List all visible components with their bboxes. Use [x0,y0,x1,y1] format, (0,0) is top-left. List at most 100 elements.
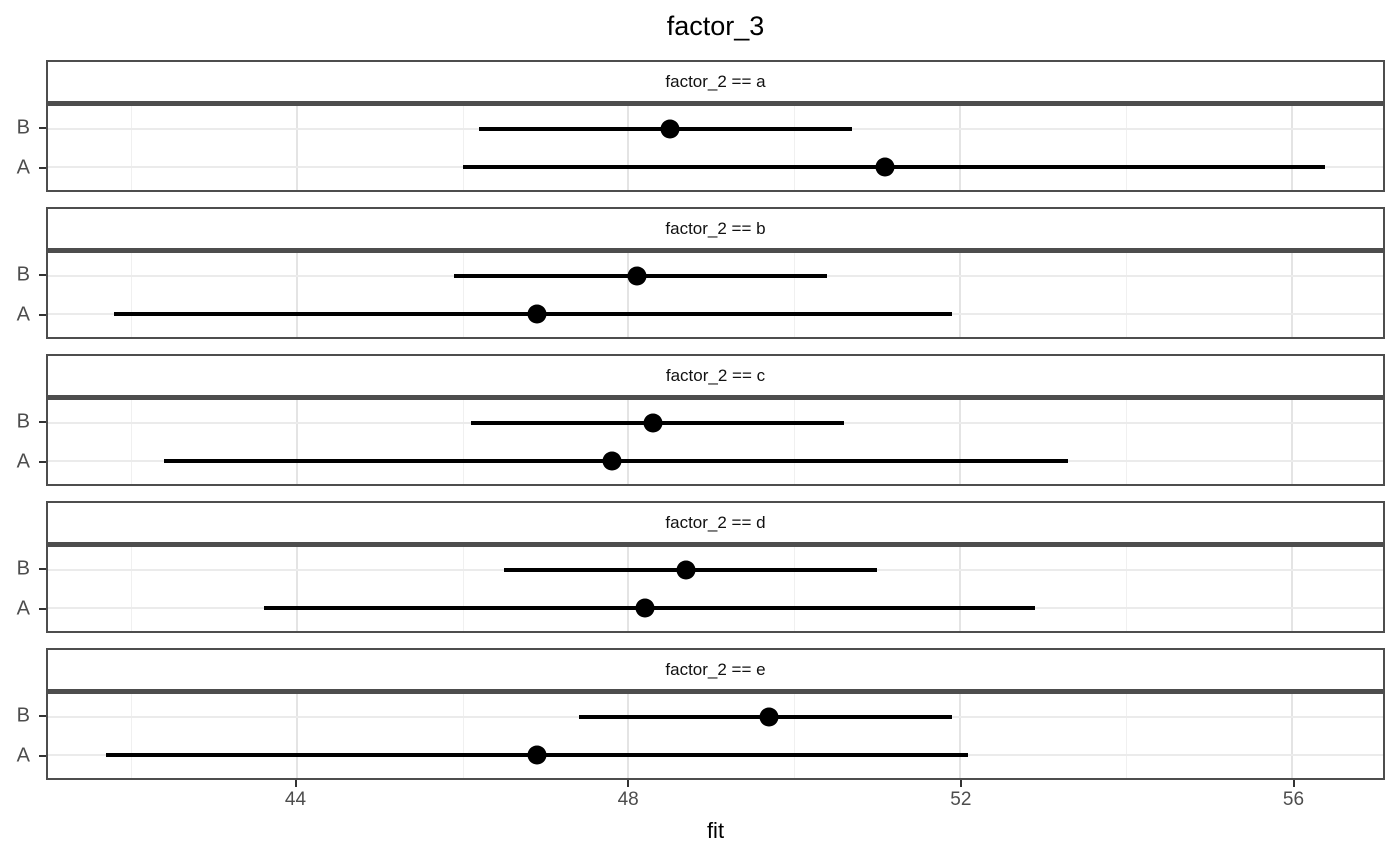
chart-title: factor_3 [666,11,765,41]
gridline-minor-vertical [1125,400,1127,484]
gridline-minor-vertical [462,400,464,484]
gridline-major-vertical [1290,547,1293,631]
gridline-major-vertical [295,253,298,337]
y-axis-label: B [16,263,30,286]
gridline-major-vertical [627,253,630,337]
gridline-major-vertical [295,106,298,190]
y-axis-label: B [16,704,30,727]
strip-gutter [0,60,46,104]
y-axis-label: A [16,597,30,620]
gridline-minor-vertical [1125,253,1127,337]
gridline-minor-vertical [794,547,796,631]
facet-strip-label: factor_2 == c [665,365,766,385]
y-axis-label: A [16,450,30,473]
gridline-minor-vertical [794,400,796,484]
gridline-major-vertical [295,694,298,778]
gridline-major-vertical [1290,106,1293,190]
point-estimate [527,304,547,324]
facet-strip-label: factor_2 == e [665,659,766,679]
gridline-minor-vertical [1125,694,1127,778]
x-axis-tick-mark [627,780,630,787]
x-axis-tick-label: 44 [284,789,307,810]
facet-strip: factor_2 == b [46,207,1385,251]
gridline-major-vertical [295,547,298,631]
gridline-minor-vertical [1125,547,1127,631]
x-axis-tick-mark [1292,780,1295,787]
y-axis-label: A [16,156,30,179]
gridline-major-vertical [959,106,962,190]
strip-gutter [0,207,46,251]
y-axis-tick-mark [39,715,46,718]
x-axis-tick-label: 56 [1282,789,1305,810]
gridline-minor-vertical [130,547,132,631]
point-estimate [627,266,647,286]
facet-strip-label: factor_2 == d [665,512,766,532]
gridline-major-vertical [627,400,630,484]
y-axis-label: A [16,303,30,326]
plot-panel [46,692,1385,780]
x-axis-ticks: 44 48 52 56 [46,780,1385,816]
y-axis-tick-mark [39,274,46,277]
y-axis-label: B [16,116,30,139]
y-axis-label: A [16,744,30,767]
point-estimate [759,707,779,727]
y-axis-label: B [16,557,30,580]
gridline-major-vertical [959,253,962,337]
gridline-major-vertical [627,106,630,190]
y-axis-tick-mark [39,568,46,571]
facet-strip: factor_2 == d [46,501,1385,545]
point-estimate [635,598,655,618]
gridline-major-vertical [1290,694,1293,778]
gridline-minor-vertical [794,694,796,778]
gridline-minor-vertical [462,106,464,190]
y-axis-tick-mark [39,166,46,169]
strip-gutter [0,501,46,545]
facet-strip-label: factor_2 == a [665,71,766,91]
gridline-minor-vertical [794,106,796,190]
y-axis-tick-mark [39,421,46,424]
facet-strip: factor_2 == c [46,354,1385,398]
point-estimate [527,745,547,765]
plot-panel [46,398,1385,486]
gridline-major-vertical [295,400,298,484]
gridline-major-vertical [959,694,962,778]
facet-strip: factor_2 == a [46,60,1385,104]
y-axis-tick-mark [39,313,46,316]
gridline-minor-vertical [130,106,132,190]
gridline-minor-vertical [462,547,464,631]
gridline-major-vertical [627,694,630,778]
strip-gutter [0,354,46,398]
strip-gutter [0,648,46,692]
gridline-minor-vertical [794,253,796,337]
x-axis-title: fit [706,818,725,843]
plot-panel [46,251,1385,339]
y-axis-tick-mark [39,460,46,463]
plot-panel [46,104,1385,192]
point-estimate [676,560,696,580]
x-axis-tick-label: 48 [617,789,639,810]
gridline-minor-vertical [1125,106,1127,190]
gridline-minor-vertical [130,694,132,778]
y-axis-tick-mark [39,127,46,130]
gridline-major-vertical [959,547,962,631]
gridline-major-vertical [627,547,630,631]
facet-strip-label: factor_2 == b [665,218,766,238]
x-axis: 44 48 52 56 [0,780,1400,816]
gridline-minor-vertical [462,253,464,337]
gridline-major-vertical [959,400,962,484]
gridline-major-vertical [1290,400,1293,484]
facet-strip: factor_2 == e [46,648,1385,692]
point-estimate [875,157,895,177]
gridline-minor-vertical [130,400,132,484]
gridline-minor-vertical [130,253,132,337]
